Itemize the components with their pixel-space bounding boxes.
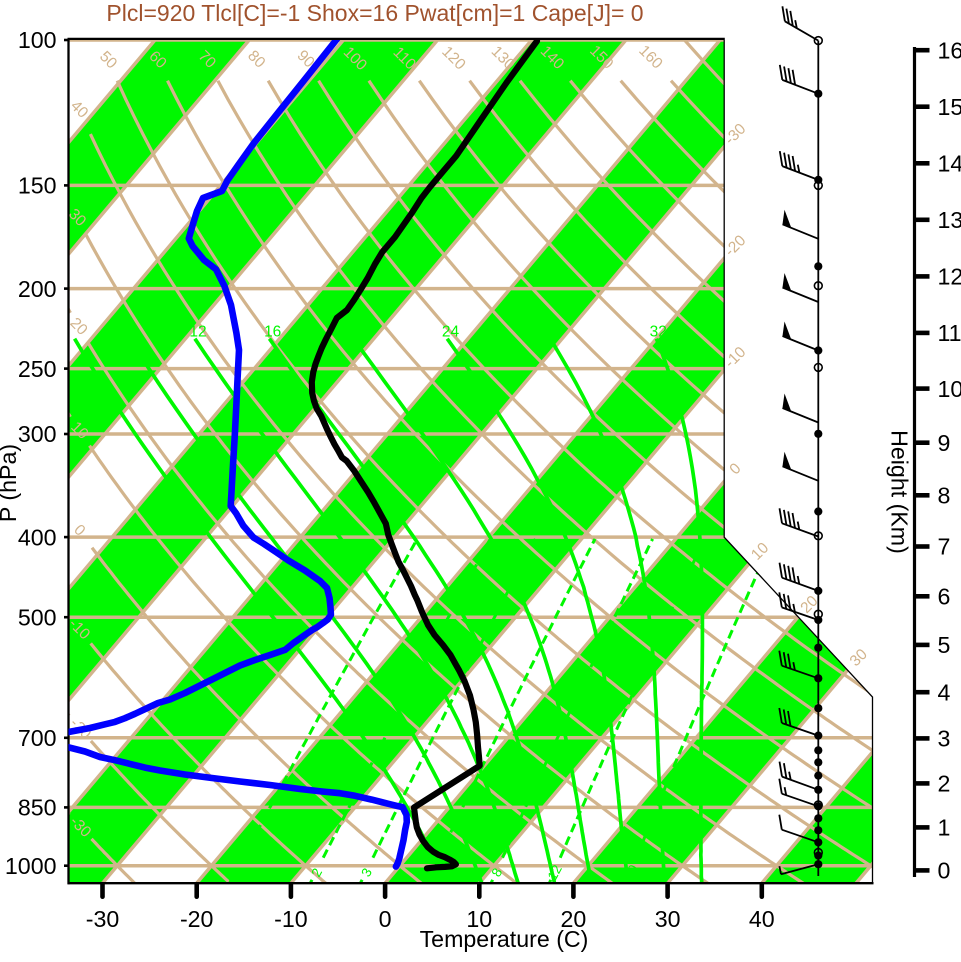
svg-text:-10: -10	[274, 906, 308, 932]
svg-text:0: 0	[938, 858, 951, 884]
svg-text:Temperature (C): Temperature (C)	[420, 926, 589, 952]
svg-text:40: 40	[749, 906, 775, 932]
svg-text:9: 9	[938, 430, 951, 456]
svg-text:400: 400	[18, 524, 57, 550]
svg-text:-30: -30	[86, 906, 120, 932]
svg-text:700: 700	[18, 725, 57, 751]
svg-text:10: 10	[938, 376, 961, 402]
svg-text:Plcl=920 Tlcl[C]=-1 Shox=16 Pw: Plcl=920 Tlcl[C]=-1 Shox=16 Pwat[cm]=1 C…	[106, 0, 643, 26]
svg-text:8: 8	[128, 324, 137, 341]
svg-text:P (hPa): P (hPa)	[0, 444, 21, 522]
svg-text:14: 14	[938, 151, 961, 177]
svg-text:24: 24	[442, 324, 460, 341]
svg-text:2: 2	[938, 771, 951, 797]
svg-text:11: 11	[938, 320, 961, 346]
svg-text:850: 850	[18, 795, 57, 821]
svg-text:7: 7	[938, 534, 951, 560]
svg-text:200: 200	[18, 276, 57, 302]
svg-text:3: 3	[938, 726, 951, 752]
svg-text:1000: 1000	[5, 853, 57, 879]
svg-text:300: 300	[18, 421, 57, 447]
svg-text:32: 32	[650, 324, 667, 341]
svg-text:15: 15	[938, 94, 961, 120]
svg-text:28: 28	[544, 324, 561, 341]
svg-text:1: 1	[938, 815, 951, 841]
svg-text:4: 4	[938, 679, 951, 705]
svg-text:12: 12	[189, 324, 206, 341]
svg-text:0: 0	[379, 906, 392, 932]
svg-text:30: 30	[655, 906, 681, 932]
svg-text:100: 100	[18, 27, 57, 53]
svg-text:Height (Km): Height (Km)	[887, 430, 913, 554]
svg-text:13: 13	[938, 207, 961, 233]
svg-text:6: 6	[938, 584, 951, 610]
svg-text:16: 16	[938, 37, 961, 63]
svg-text:12: 12	[938, 264, 961, 290]
svg-text:5: 5	[938, 632, 951, 658]
svg-text:250: 250	[18, 356, 57, 382]
svg-text:-20: -20	[180, 906, 214, 932]
svg-text:16: 16	[264, 324, 281, 341]
svg-text:8: 8	[938, 483, 951, 509]
svg-text:500: 500	[18, 604, 57, 630]
svg-text:20: 20	[348, 324, 366, 341]
svg-text:150: 150	[18, 173, 57, 199]
